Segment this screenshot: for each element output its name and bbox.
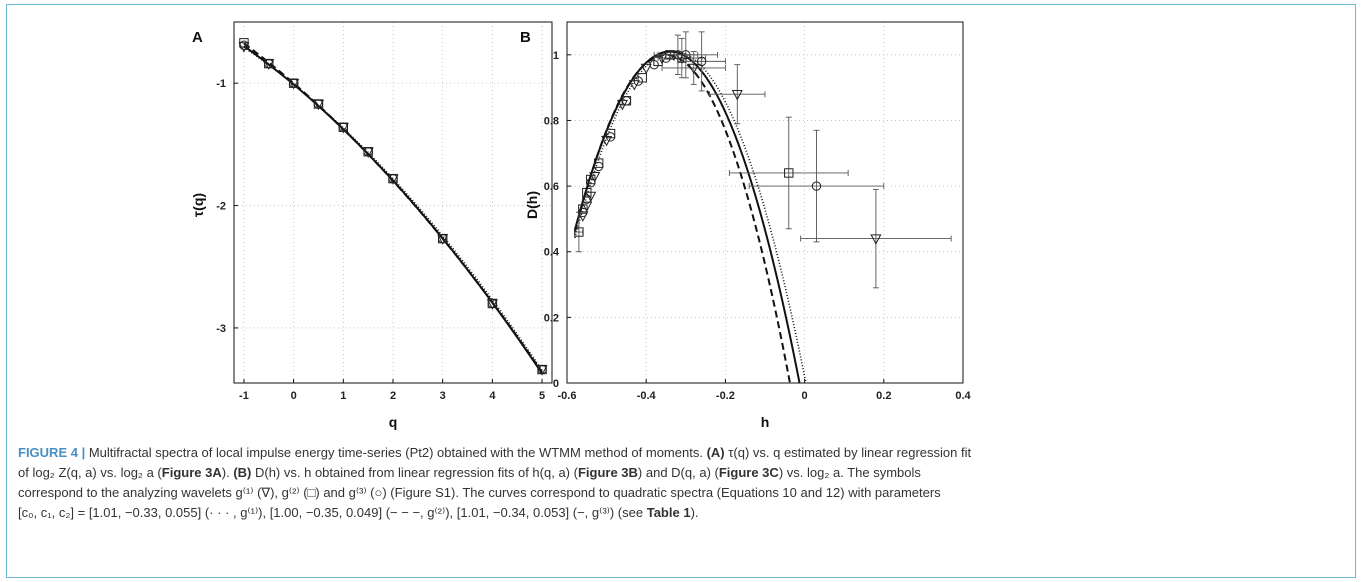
data-point-square	[239, 38, 249, 48]
table-1-link[interactable]: Table 1	[646, 505, 691, 520]
data-point-triangle-down	[640, 63, 652, 75]
panel-label: B	[520, 29, 531, 46]
data-point-circle	[264, 58, 274, 69]
data-point-circle	[582, 194, 592, 204]
figure-charts: -1 0 1 2 3 4 5 -1 -2 -3 q τ(q) A -0.6 -0.4 -0.2 0 0.2 0.4 0…	[190, 21, 972, 430]
data-point-square	[605, 128, 616, 139]
y-axis-label: τ(q)	[190, 193, 206, 217]
figure-id: FIGURE 4 |	[18, 445, 86, 460]
y-tick-label: 1	[553, 50, 559, 62]
data-point-circle	[661, 53, 671, 63]
curve-dotted	[243, 46, 543, 371]
x-axis-label: h	[761, 414, 770, 430]
data-point-circle	[605, 132, 616, 142]
data-point-triangle-down	[589, 172, 601, 183]
panel-label: A	[192, 29, 203, 46]
y-tick-label: 0.2	[544, 312, 559, 324]
y-tick-label: -3	[216, 323, 226, 335]
data-point-square	[578, 204, 588, 214]
x-tick-label: 4	[489, 390, 496, 402]
chart-panel-a: -1 0 1 2 3 4 5 -1 -2 -3 q τ(q) A	[190, 21, 553, 430]
curve-dashed	[573, 53, 791, 383]
data-point-triangle-down	[731, 90, 743, 101]
data-point-circle	[313, 99, 324, 109]
y-tick-label: 0.4	[544, 247, 560, 259]
x-axis-label: q	[389, 414, 398, 430]
data-point-circle	[363, 147, 373, 157]
data-point-circle	[586, 178, 596, 188]
y-tick-label: 0.6	[544, 181, 559, 193]
x-tick-label: -0.2	[716, 390, 735, 402]
data-point-triangle-down	[288, 78, 300, 90]
x-tick-label: 1	[340, 390, 346, 402]
x-tick-label: 0.4	[955, 390, 971, 402]
figure-3c-link[interactable]: Figure 3C	[718, 465, 779, 480]
caption-line-2: of log₂ Z(q, a) vs. log₂ a (Figure 3A). …	[18, 465, 921, 480]
data-point-square	[582, 187, 592, 198]
x-tick-label: -0.6	[558, 390, 577, 402]
x-tick-label: 0	[802, 390, 808, 402]
plot-area-border	[566, 21, 964, 384]
data-point-triangle-down	[688, 63, 700, 75]
figure-3b-link[interactable]: Figure 3B	[577, 465, 638, 480]
data-point-circle	[649, 59, 659, 70]
x-tick-label: 0	[291, 390, 297, 402]
caption-line-4: [c₀, c₁, c₂] = [1.01, −0.33, 0.055] (· ·…	[18, 505, 699, 520]
curve-solid	[573, 50, 801, 383]
data-point-triangle-down	[362, 147, 374, 158]
data-point-circle	[621, 96, 632, 106]
data-point-circle	[288, 78, 299, 88]
data-point-square	[574, 227, 584, 237]
x-tick-label: 0.2	[876, 390, 891, 402]
x-tick-label: 3	[440, 390, 446, 402]
data-point-circle	[388, 173, 398, 184]
data-point-square	[586, 174, 596, 185]
figure-caption: FIGURE 4 | Multifractal spectra of local…	[18, 443, 1348, 523]
data-point-triangle-down	[581, 201, 593, 213]
figure-3a-link[interactable]: Figure 3A	[161, 465, 222, 480]
data-point-circle	[696, 56, 707, 67]
data-point-circle	[578, 207, 588, 218]
caption-line-3: correspond to the analyzing wavelets g⁽¹…	[18, 485, 941, 500]
figure-frame	[6, 4, 1356, 578]
y-tick-label: -1	[216, 78, 226, 90]
x-tick-label: -0.4	[637, 390, 657, 402]
data-point-circle	[338, 122, 349, 132]
caption-line-1: FIGURE 4 | Multifractal spectra of local…	[18, 445, 972, 460]
data-point-circle	[633, 76, 643, 86]
y-tick-label: -2	[216, 201, 226, 213]
y-axis-label: D(h)	[524, 191, 540, 219]
curve-solid	[243, 45, 543, 375]
data-point-circle	[811, 181, 822, 191]
data-point-circle	[681, 50, 691, 60]
data-point-triangle-down	[870, 234, 882, 245]
y-tick-label: 0.8	[544, 115, 559, 127]
data-point-square	[593, 158, 604, 168]
data-point-circle	[437, 233, 448, 244]
data-point-triangle-down	[337, 123, 349, 134]
curve-dotted	[574, 50, 807, 383]
data-point-circle	[487, 298, 498, 309]
x-tick-label: 2	[390, 390, 396, 402]
y-tick-label: 0	[553, 378, 559, 390]
data-point-square	[784, 168, 794, 178]
x-tick-label: 5	[539, 390, 545, 402]
data-point-triangle-down	[387, 174, 399, 185]
data-point-circle	[593, 161, 604, 172]
data-point-circle	[239, 40, 249, 50]
data-point-circle	[537, 364, 547, 375]
x-tick-label: -1	[239, 390, 249, 402]
data-point-triangle-down	[312, 99, 324, 111]
chart-panel-b: -0.6 -0.4 -0.2 0 0.2 0.4 0 0.2 0.4 0.6 0.8 1 h D(h) B	[520, 21, 972, 430]
